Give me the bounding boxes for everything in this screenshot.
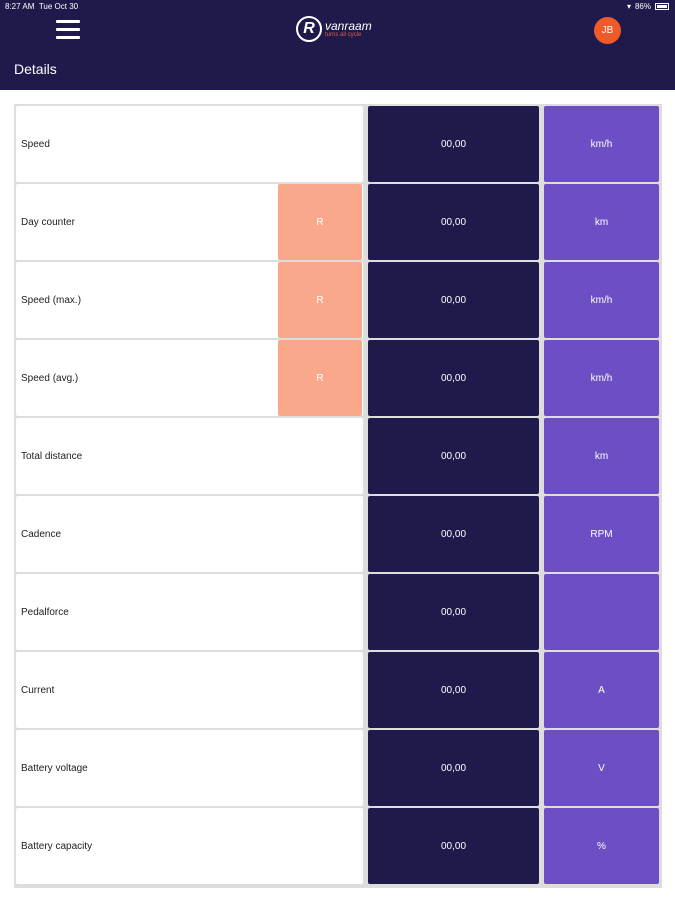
table-row: Battery voltage 00,00 V bbox=[16, 730, 660, 808]
row-label: Battery capacity bbox=[16, 808, 363, 884]
wifi-icon: ▾ bbox=[626, 2, 631, 11]
row-label: Cadence bbox=[16, 496, 363, 572]
status-time: 8:27 AM Tue Oct 30 bbox=[5, 2, 78, 11]
vanraam-logo: R vanraam turns all cycle bbox=[296, 16, 372, 42]
row-value: 00,00 bbox=[368, 184, 539, 260]
row-value: 00,00 bbox=[368, 340, 539, 416]
table-row: Battery capacity 00,00% bbox=[16, 808, 660, 886]
row-label: Battery voltage bbox=[16, 730, 363, 806]
row-value: 00,00 bbox=[368, 730, 539, 806]
table-row: Pedalforce 00,00 bbox=[16, 574, 660, 652]
battery-level: 86% bbox=[634, 2, 651, 11]
row-unit: RPM bbox=[544, 496, 659, 572]
logo-r-icon: R bbox=[296, 16, 322, 42]
table-row: Cadence 00,00 RPM bbox=[16, 496, 660, 574]
battery-icon bbox=[655, 3, 669, 10]
row-unit: km bbox=[544, 184, 659, 260]
table-row: Current 00,00 A bbox=[16, 652, 660, 730]
table-row: Speed (avg.) R 00,00 km/h bbox=[16, 340, 660, 418]
table-row: Total distance 00,00 km bbox=[16, 418, 660, 496]
app-header: 8:27 AM Tue Oct 30 ▾ 86% R vanraam turns … bbox=[0, 0, 675, 90]
row-label: Pedalforce bbox=[16, 574, 363, 650]
time: 8:27 AM bbox=[5, 2, 35, 11]
row-unit: km/h bbox=[544, 262, 659, 338]
page-title: Details bbox=[14, 61, 57, 77]
row-value: 00,00 bbox=[368, 496, 539, 572]
table-row: Day counter R 00,00 km bbox=[16, 184, 660, 262]
row-unit: A bbox=[544, 652, 659, 728]
row-value: 00,00 bbox=[368, 652, 539, 728]
details-table: Speed 00,00 km/h Day counter R 00,00 km Speed (… bbox=[14, 104, 662, 888]
row-unit: V bbox=[544, 730, 659, 806]
row-value: 00,00 bbox=[368, 106, 539, 182]
logo-tagline: turns all cycle bbox=[325, 31, 362, 38]
table-row: Speed (max.) R 00,00 km/h bbox=[16, 262, 660, 340]
logo-text: vanraam bbox=[325, 18, 372, 33]
row-unit bbox=[544, 574, 659, 650]
date: Tue Oct 30 bbox=[38, 2, 79, 11]
row-unit: km bbox=[544, 418, 659, 494]
row-value: 00,00 bbox=[368, 808, 539, 884]
row-unit: km/h bbox=[544, 106, 659, 182]
row-value: 00,00 bbox=[368, 418, 539, 494]
table-row: Speed 00,00 km/h bbox=[16, 106, 660, 184]
row-value: 00,00 bbox=[368, 262, 539, 338]
row-unit: km/h bbox=[544, 340, 659, 416]
row-label: Current bbox=[16, 652, 363, 728]
row-unit: % bbox=[544, 808, 659, 884]
reset-button[interactable]: R bbox=[278, 262, 362, 338]
row-label: Total distance bbox=[16, 418, 363, 494]
status-indicators: ▾ 86% bbox=[627, 2, 669, 11]
avatar[interactable]: JB bbox=[594, 17, 621, 44]
row-value: 00,00 bbox=[368, 574, 539, 650]
hamburger-menu-icon[interactable] bbox=[56, 20, 80, 40]
reset-button[interactable]: R bbox=[278, 340, 362, 416]
reset-button[interactable]: R bbox=[278, 184, 362, 260]
row-label: Speed bbox=[16, 106, 363, 182]
